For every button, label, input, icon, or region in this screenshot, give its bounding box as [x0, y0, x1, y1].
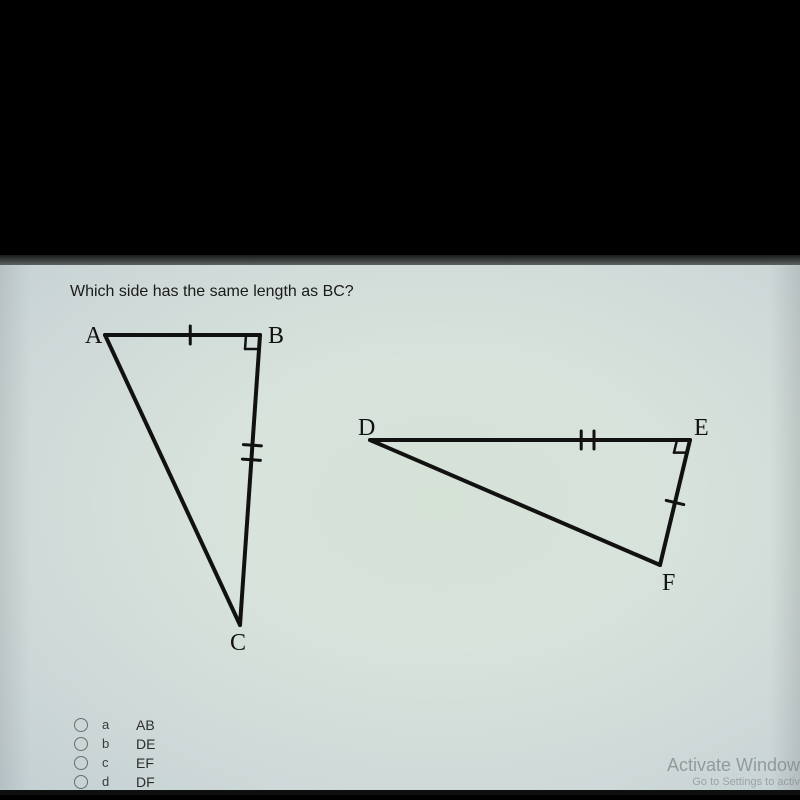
option-letter: a: [102, 717, 136, 732]
svg-text:A: A: [85, 323, 103, 349]
option-row-d[interactable]: dDF: [74, 772, 155, 791]
bottom-dark-strip: [0, 790, 800, 795]
answer-options: aABbDEcEFdDF: [74, 715, 155, 791]
option-letter: d: [102, 774, 136, 789]
vignette-right: [770, 265, 800, 795]
radio-icon[interactable]: [74, 718, 88, 732]
option-value: DF: [136, 774, 155, 790]
option-value: AB: [136, 717, 155, 733]
activate-windows-watermark: Activate Window Go to Settings to activ: [667, 755, 800, 788]
option-row-a[interactable]: aAB: [74, 715, 155, 734]
svg-text:B: B: [268, 323, 284, 349]
question-text: Which side has the same length as BC?: [70, 283, 354, 301]
top-black-band: [0, 0, 800, 255]
option-value: EF: [136, 755, 154, 771]
option-row-c[interactable]: cEF: [74, 753, 155, 772]
radio-icon[interactable]: [74, 756, 88, 770]
svg-text:F: F: [662, 570, 675, 596]
svg-text:E: E: [694, 415, 709, 441]
screen-area: Which side has the same length as BC? AB…: [0, 265, 800, 795]
watermark-line1: Activate Window: [667, 755, 800, 776]
vignette-left: [0, 265, 30, 795]
radio-icon[interactable]: [74, 775, 88, 789]
watermark-line2: Go to Settings to activ: [667, 776, 800, 788]
option-letter: c: [102, 755, 136, 770]
screen-bezel: [0, 255, 800, 265]
svg-text:C: C: [230, 630, 246, 656]
option-value: DE: [136, 736, 155, 752]
radio-icon[interactable]: [74, 737, 88, 751]
option-letter: b: [102, 736, 136, 751]
option-row-b[interactable]: bDE: [74, 734, 155, 753]
triangles-diagram: A B C D E F: [50, 305, 750, 685]
svg-text:D: D: [358, 415, 375, 441]
